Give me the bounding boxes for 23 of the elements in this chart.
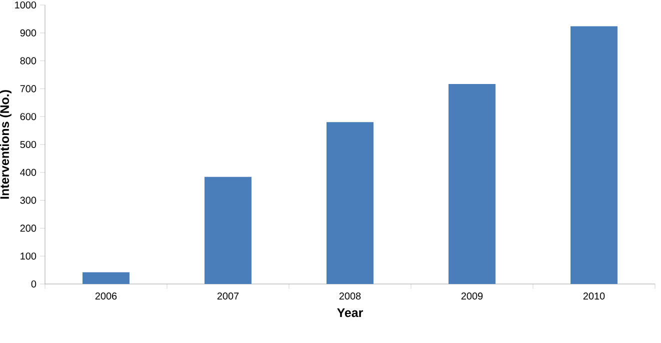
y-tick-label: 800 — [20, 57, 36, 64]
y-tick-label: 400 — [20, 168, 36, 176]
x-tick-label: 2006 — [95, 292, 117, 300]
x-tick-label: 2007 — [217, 292, 239, 300]
bar — [570, 26, 618, 284]
x-axis-title: Year — [337, 308, 363, 318]
bar — [82, 272, 130, 284]
y-axis-title: Interventions (No.) — [0, 90, 12, 199]
y-tick-label: 100 — [20, 252, 36, 260]
y-tick-label: 1000 — [15, 1, 36, 9]
y-tick-label: 700 — [20, 85, 36, 92]
y-tick-label: 600 — [20, 113, 36, 120]
bar — [448, 84, 496, 284]
y-tick-label: 500 — [20, 140, 36, 148]
y-tick-label: 0 — [31, 280, 36, 288]
y-tick-label: 900 — [20, 29, 36, 36]
bar — [326, 122, 374, 284]
bar — [204, 176, 252, 284]
y-tick-label: 300 — [20, 196, 36, 204]
x-tick-label: 2008 — [339, 292, 361, 300]
x-tick-label: 2010 — [583, 292, 605, 300]
x-tick-label: 2009 — [461, 292, 483, 300]
y-tick-label: 200 — [20, 224, 36, 232]
